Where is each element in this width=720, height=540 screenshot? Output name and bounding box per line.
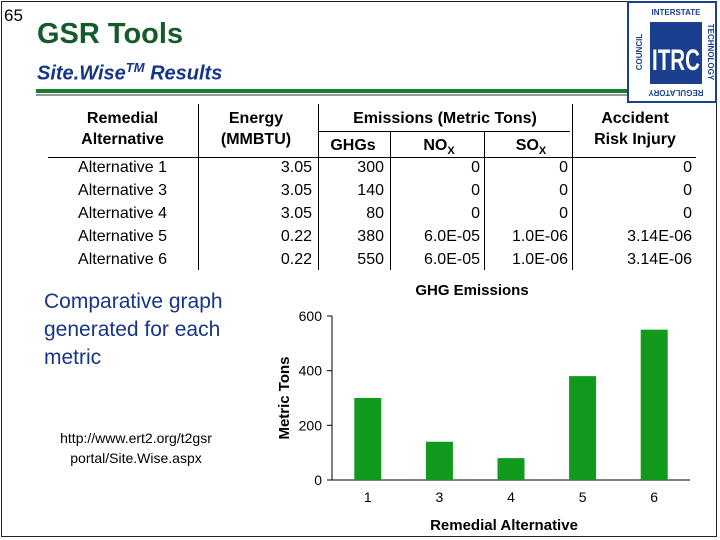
col-divider-3 <box>390 131 391 270</box>
table-cell-energy: 0.22 <box>280 228 312 245</box>
logo-mark: ITRC <box>652 44 700 77</box>
table-cell-alternative: Alternative 1 <box>78 159 167 176</box>
header-emissions: Emissions (Metric Tons) <box>353 110 537 127</box>
bar-3 <box>425 441 453 480</box>
header-nox-main: NO <box>423 137 448 154</box>
subtitle-main: Site.Wise <box>37 62 126 85</box>
table-cell-energy: 3.05 <box>280 182 312 199</box>
table-cell-nox: 6.0E-05 <box>423 228 480 245</box>
site-url-line-1[interactable]: http://www.ert2.org/t2gsr <box>60 430 212 446</box>
page-title: GSR Tools <box>37 18 184 50</box>
table-cell-alternative: Alternative 5 <box>78 228 167 245</box>
table-cell-ghgs: 140 <box>357 182 384 199</box>
table-cell-energy: 0.22 <box>280 251 312 268</box>
comparative-note: Comparative graph generated for each met… <box>44 290 223 369</box>
table-cell-ghgs: 80 <box>366 205 384 222</box>
header-sox-sub: X <box>538 145 547 157</box>
table-cell-alternative: Alternative 3 <box>78 182 167 199</box>
header-ghgs: GHGs <box>330 137 376 154</box>
y-tick-label: 600 <box>299 308 323 324</box>
header-risk-2: Risk Injury <box>594 131 676 148</box>
table-cell-nox: 0 <box>471 182 480 199</box>
table-cell-sox: 1.0E-06 <box>511 228 568 245</box>
y-tick-label: 200 <box>299 417 323 433</box>
page-subtitle: Site.WiseTM Results <box>37 60 222 86</box>
subtitle-rest: Results <box>144 62 223 85</box>
header-risk-1: Accident <box>601 110 669 127</box>
table-cell-ghgs: 300 <box>357 159 384 176</box>
bar-6 <box>640 329 668 480</box>
table-cell-ghgs: 550 <box>357 251 384 268</box>
slide-number: 65 <box>4 6 23 25</box>
logo-text-bottom: REGULATORY <box>648 88 704 97</box>
y-tick-label: 0 <box>314 472 322 488</box>
header-divider <box>48 157 696 158</box>
bar-4 <box>497 458 525 480</box>
header-nox-sub: X <box>447 145 455 157</box>
logo-text-right: TECHNOLOGY <box>706 24 715 81</box>
emissions-underline <box>318 131 570 132</box>
table-cell-sox: 1.0E-06 <box>511 251 568 268</box>
table-cell-sox: 0 <box>559 205 568 222</box>
header-sox: SOX <box>492 137 570 157</box>
col-divider-4 <box>484 131 485 270</box>
logo-text-left: COUNCIL <box>635 34 644 71</box>
table-cell-risk: 0 <box>683 205 692 222</box>
table-cell-energy: 3.05 <box>280 205 312 222</box>
table-cell-ghgs: 380 <box>357 228 384 245</box>
table-cell-sox: 0 <box>559 182 568 199</box>
col-divider-5 <box>572 104 573 270</box>
bar-1 <box>354 398 382 480</box>
site-url-line-2[interactable]: portal/Site.Wise.aspx <box>70 450 202 466</box>
table-cell-nox: 0 <box>471 205 480 222</box>
table-cell-nox: 6.0E-05 <box>423 251 480 268</box>
logo-text-top: INTERSTATE <box>651 8 701 17</box>
x-tick-label: 4 <box>507 489 515 505</box>
table-cell-risk: 3.14E-06 <box>627 251 692 268</box>
table-cell-risk: 0 <box>683 159 692 176</box>
table-cell-alternative: Alternative 6 <box>78 251 167 268</box>
y-axis-label: Metric Tons <box>276 356 293 439</box>
header-alternative-2: Alternative <box>81 131 164 148</box>
x-tick-label: 3 <box>436 489 444 505</box>
table-cell-nox: 0 <box>471 159 480 176</box>
x-tick-label: 1 <box>364 489 372 505</box>
logo-mark-bg <box>650 22 702 84</box>
site-url[interactable]: http://www.ert2.org/t2gsr portal/Site.Wis… <box>26 428 246 468</box>
table-cell-risk: 0 <box>683 182 692 199</box>
bar-5 <box>569 376 597 480</box>
header-alternative-1: Remedial <box>86 110 159 127</box>
x-tick-label: 6 <box>650 489 658 505</box>
header-nox: NOX <box>400 137 478 157</box>
itrc-logo: INTERSTATE COUNCIL TECHNOLOGY REGULATORY… <box>627 1 717 103</box>
header-sox-main: SO <box>515 137 539 154</box>
table-cell-alternative: Alternative 4 <box>78 205 167 222</box>
table-cell-sox: 0 <box>559 159 568 176</box>
x-tick-label: 5 <box>579 489 587 505</box>
subtitle-sup: TM <box>125 60 145 75</box>
chart-title: GHG Emissions <box>415 282 528 299</box>
y-tick-label: 400 <box>299 363 323 379</box>
table-cell-risk: 3.14E-06 <box>627 228 692 245</box>
header-energy-2: (MMBTU) <box>220 131 292 148</box>
header-energy-1: Energy <box>228 110 284 127</box>
title-rule <box>36 89 688 93</box>
table-cell-energy: 3.05 <box>280 159 312 176</box>
col-divider-2 <box>318 104 319 270</box>
x-axis-label: Remedial Alternative <box>430 517 578 534</box>
title-rule-shadow <box>36 94 688 96</box>
col-divider-1 <box>198 104 199 270</box>
